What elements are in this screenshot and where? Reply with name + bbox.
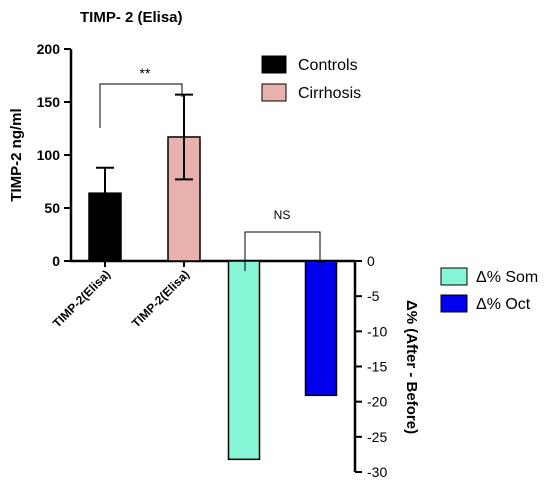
chart-title: TIMP- 2 (Elisa): [80, 9, 183, 26]
right-y-axis-label: Δ% (After - Before): [403, 300, 420, 434]
category-label: TIMP-2(Elisa): [50, 267, 113, 330]
category-label: TIMP-2(Elisa): [129, 267, 192, 330]
right-panel: 0 -5 -10 -15 -20 -25 -30 NS Δ% (After - Before…: [210, 208, 420, 480]
legend-label-controls: Controls: [298, 57, 358, 74]
right-y-tick-label: -5: [367, 288, 380, 304]
left-y-tick-label: 200: [37, 41, 61, 57]
legend-label-cirrhosis: Cirrhosis: [298, 85, 361, 102]
left-significance-label: **: [140, 65, 151, 81]
right-y-tick-label: -15: [367, 359, 387, 375]
left-y-tick-label: 100: [37, 147, 61, 163]
right-legend: Δ% Som Δ% Oct: [440, 267, 538, 313]
right-y-tick-label: 0: [367, 253, 375, 269]
right-y-tick-label: -10: [367, 323, 387, 339]
legend-label-som: Δ% Som: [476, 269, 538, 286]
right-significance-label: NS: [274, 208, 291, 222]
bar-oct: [304, 260, 338, 397]
left-y-tick-label: 0: [52, 253, 60, 269]
legend-item-cirrhosis: Cirrhosis: [261, 83, 361, 102]
right-y-tick-label: -30: [367, 464, 387, 480]
left-y-tick-label: 50: [44, 200, 60, 216]
legend-label-oct: Δ% Oct: [476, 296, 531, 313]
legend-item-som: Δ% Som: [440, 267, 538, 286]
left-bracket-line: [99, 83, 183, 128]
left-y-axis-label: TIMP-2 ng/ml: [8, 108, 25, 201]
left-legend: Controls Cirrhosis: [261, 55, 361, 102]
legend-swatch-som: [440, 267, 468, 286]
left-panel: 0 50 100 150 200 ** TIMP-2 ng/ml TIMP-2(Elis…: [8, 41, 210, 330]
legend-swatch-cirrhosis: [261, 83, 287, 102]
left-significance-bracket: **: [99, 65, 183, 128]
right-y-tick-label: -20: [367, 394, 387, 410]
bar-som: [227, 260, 261, 461]
legend-swatch-controls: [261, 55, 287, 74]
legend-item-oct: Δ% Oct: [440, 294, 531, 313]
legend-item-controls: Controls: [261, 55, 358, 74]
right-significance-bracket: NS: [244, 208, 321, 271]
right-bracket-line: [244, 231, 321, 271]
legend-swatch-oct: [440, 294, 468, 313]
right-y-tick-label: -25: [367, 429, 387, 445]
left-y-tick-label: 150: [37, 94, 61, 110]
